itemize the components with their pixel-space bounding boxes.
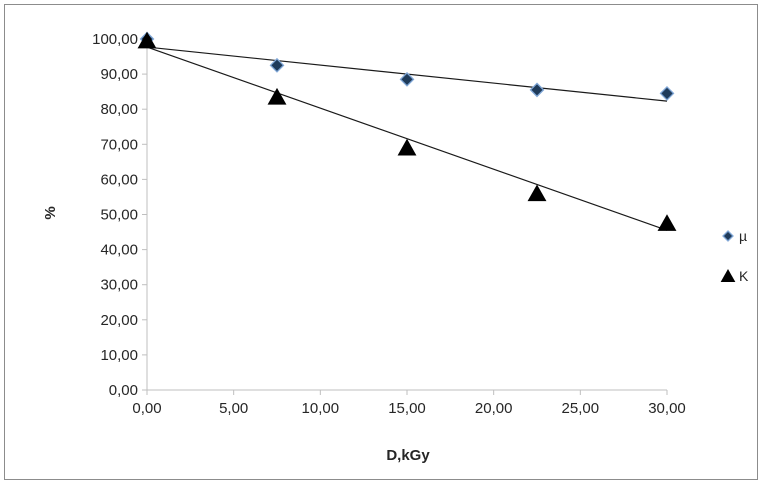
data-points [137,31,677,231]
trendline-triangle [146,46,668,231]
y-tick-label: 40,00 [100,242,138,259]
y-tick-label: 30,00 [100,277,138,294]
y-axis-title: % [42,206,59,219]
x-tick-label: 0,00 [132,400,161,417]
data-point-diamond [529,82,545,98]
y-tick-label: 10,00 [100,347,138,364]
legend-marker-diamond [722,230,734,242]
data-point-triangle [267,87,287,105]
chart-frame: 0,00 5,00 10,00 15,00 20,00 25,00 30,00 0,00 10,… [4,4,758,480]
y-tick-label: 80,00 [100,101,138,118]
data-point-diamond [399,71,415,87]
y-tick-label: 60,00 [100,171,138,188]
x-tick-label: 10,00 [302,400,340,417]
legend-label: K [739,268,749,284]
legend: µK [720,228,749,284]
data-point-triangle [527,184,547,202]
legend-label: µ [739,228,747,244]
y-tick-label: 100,00 [92,31,138,48]
x-tick-label: 30,00 [648,400,686,417]
legend-marker-triangle [720,269,736,282]
data-point-diamond [659,85,675,101]
data-point-triangle [397,138,417,156]
tick-labels: 0,00 5,00 10,00 15,00 20,00 25,00 30,00 0,00 10,… [92,31,686,417]
chart-svg: 0,00 5,00 10,00 15,00 20,00 25,00 30,00 0,00 10,… [42,31,749,464]
x-tick-label: 5,00 [219,400,248,417]
data-point-triangle [657,214,677,231]
y-tick-label: 50,00 [100,207,138,224]
data-point-triangle [137,31,157,49]
y-tick-label: 70,00 [100,136,138,153]
x-tick-label: 15,00 [388,400,426,417]
y-tick-label: 90,00 [100,66,138,83]
x-tick-label: 25,00 [562,400,600,417]
axes [142,38,668,395]
x-tick-label: 20,00 [475,400,513,417]
y-tick-label: 20,00 [100,312,138,329]
y-tick-label: 0,00 [109,382,138,399]
x-axis-title: D,kGy [386,447,430,464]
data-point-diamond [269,57,285,73]
